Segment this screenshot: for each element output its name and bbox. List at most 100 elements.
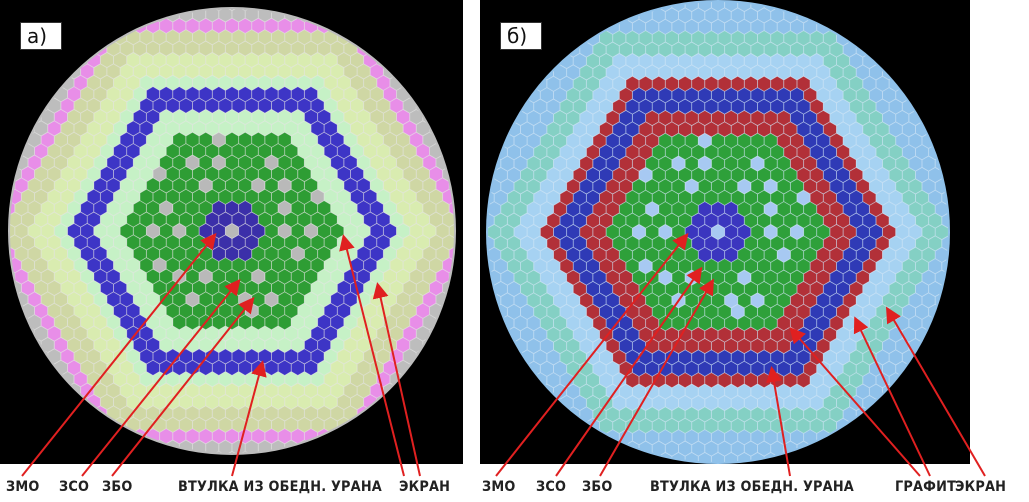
graphite-cell [823,212,837,229]
blanket-cell [823,167,837,183]
zbo-cell [277,291,292,308]
zbo-cell [619,201,633,217]
cell [34,189,48,205]
cell [796,395,811,411]
cell [902,235,916,252]
blanket-cell [829,269,844,286]
cell [875,98,890,115]
cell [291,337,305,353]
cell [152,143,167,159]
arrow-b-zmo [495,232,689,477]
zso-cell [310,189,325,205]
zbo-cell [671,269,686,286]
cell [513,155,528,172]
cell [159,132,173,148]
blanket-cell [192,348,206,365]
cell [520,167,534,183]
blanket-cell [586,258,600,274]
cell [429,280,443,296]
zbo-cell [238,154,252,171]
cell [875,190,890,206]
zbo-cell [284,280,298,296]
zbo-cell [731,258,745,274]
zbo-cell [711,315,725,331]
cell [106,200,121,216]
cell [895,224,910,240]
zbo-cell [264,246,279,262]
cell [47,303,62,319]
zbo-cell [304,200,318,216]
cell [14,246,29,262]
cell [842,361,857,377]
cell [317,177,331,194]
blanket-cell [579,247,593,263]
graphite-cell [829,133,844,149]
graphite-cell [829,201,844,217]
cell [120,246,134,262]
graphite-cell [592,247,607,263]
cell [573,395,587,411]
graphite-cell [777,338,791,354]
zbo-cell [251,246,266,262]
blanket-cell [323,303,338,319]
cell [638,30,653,46]
graphite-cell [717,76,732,92]
cell [875,258,890,274]
cell [100,371,114,387]
cell [520,212,534,229]
cell [251,405,266,422]
zbo-cell [777,224,791,240]
cell [139,29,154,45]
cell [790,41,804,58]
cell [245,439,259,453]
cell [842,110,857,126]
cell [488,212,495,229]
cell [435,246,450,262]
cell [665,440,679,457]
cell [559,349,574,366]
cell [323,52,338,68]
zbo-cell [658,155,672,172]
cell [422,200,437,216]
cell [586,372,600,388]
zbo-cell [737,315,752,331]
cell [87,348,101,365]
blanket-cell [100,189,114,205]
cell [350,325,364,342]
cell [488,224,501,240]
blanket-cell [376,234,391,251]
zbo-cell [317,223,331,239]
cell [40,246,55,262]
cell [40,223,55,239]
cell [409,291,424,308]
zbo-cell [652,258,666,274]
cell [179,371,193,387]
cell [100,52,114,68]
cell [350,394,364,410]
zbo-cell [724,155,738,172]
cell [928,258,942,274]
cell [14,223,29,239]
blanket-cell [553,224,567,240]
graphite-cell [790,292,804,309]
zbo-cell [744,235,758,252]
blanket-cell [146,360,160,376]
cell [67,337,81,353]
cell [146,63,160,80]
cell [908,269,923,286]
cell [225,18,239,34]
cell [264,40,279,57]
cell [429,257,443,273]
cell [829,406,844,423]
zbo-cell [245,143,259,159]
cell [238,63,252,80]
cell [671,406,686,423]
cell [763,406,778,423]
cell [218,9,233,23]
zbo-cell [323,211,338,228]
cell [212,382,226,399]
cell [343,314,358,330]
cell [488,201,501,217]
zso-cell [632,224,646,240]
cell [179,52,193,68]
